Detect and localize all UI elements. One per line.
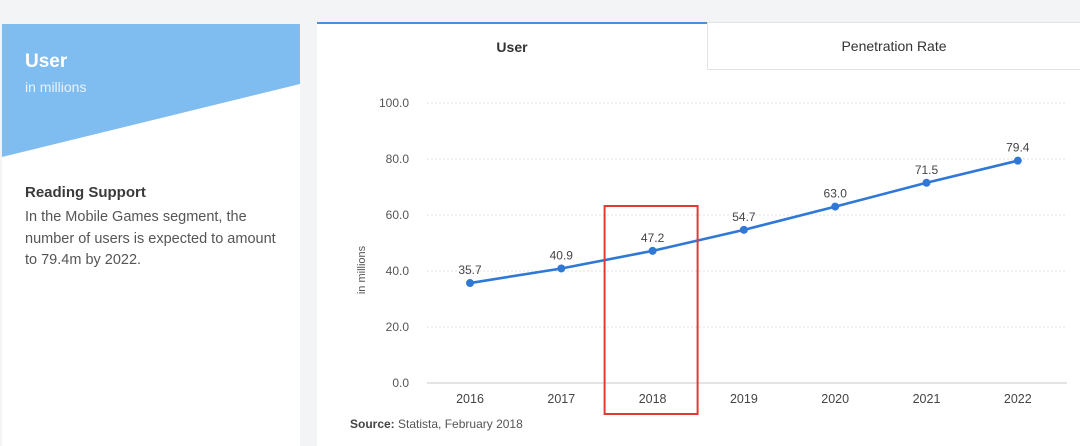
tab-user[interactable]: User: [317, 22, 707, 70]
card-title: User: [25, 51, 68, 72]
data-label-2022: 79.4: [1006, 141, 1030, 155]
data-point-2019: [739, 225, 748, 234]
highlight-box-2018: [603, 205, 699, 415]
y-tick-label: 0.0: [392, 376, 409, 390]
source-label: Source:: [350, 417, 395, 431]
data-label-2016: 35.7: [458, 263, 482, 277]
x-tick-label: 2022: [1004, 392, 1032, 406]
y-tick-label: 40.0: [386, 264, 410, 278]
data-label-2021: 71.5: [915, 163, 939, 177]
x-tick-label: 2017: [547, 392, 575, 406]
banner-shape: [2, 24, 300, 157]
data-point-2018: [648, 246, 657, 255]
x-tick-label: 2016: [456, 392, 484, 406]
data-point-2016: [466, 279, 474, 288]
y-tick-label: 20.0: [386, 320, 410, 334]
y-tick-label: 80.0: [386, 152, 410, 166]
data-label-2020: 63.0: [824, 187, 848, 201]
data-point-2021: [922, 178, 931, 187]
data-label-2017: 40.9: [550, 248, 574, 262]
x-tick-label: 2021: [913, 392, 941, 406]
y-tick-label: 60.0: [386, 208, 410, 222]
source-note: Source: Statista, February 2018: [350, 417, 523, 431]
line-chart: 0.0 20.0 40.0 60.0 80.0 100.0 2016 2017 2018 201…: [356, 96, 1067, 415]
data-label-2019: 54.7: [732, 210, 756, 224]
data-point-2022: [1013, 156, 1022, 165]
data-point-2020: [831, 202, 840, 211]
x-tick-label: 2018: [639, 392, 667, 406]
tab-penetration-rate[interactable]: Penetration Rate: [707, 22, 1080, 70]
reading-support-text: In the Mobile Games segment, the number …: [25, 209, 276, 268]
info-card: User in millions Reading Support In the …: [2, 24, 300, 446]
reading-support-title: Reading Support: [25, 184, 146, 201]
x-tick-label: 2020: [821, 392, 849, 406]
y-axis-label: in millions: [356, 245, 368, 294]
y-tick-label: 100.0: [379, 96, 409, 110]
data-label-2018: 47.2: [641, 231, 665, 245]
source-text: Statista, February 2018: [398, 417, 523, 431]
x-tick-label: 2019: [730, 392, 758, 406]
info-banner: [2, 24, 300, 160]
data-point-2017: [557, 264, 566, 273]
chart-panel: User Penetration Rate 0.0 20.0 40.0 60.0 80.…: [317, 22, 1080, 446]
card-subtitle: in millions: [25, 79, 87, 95]
